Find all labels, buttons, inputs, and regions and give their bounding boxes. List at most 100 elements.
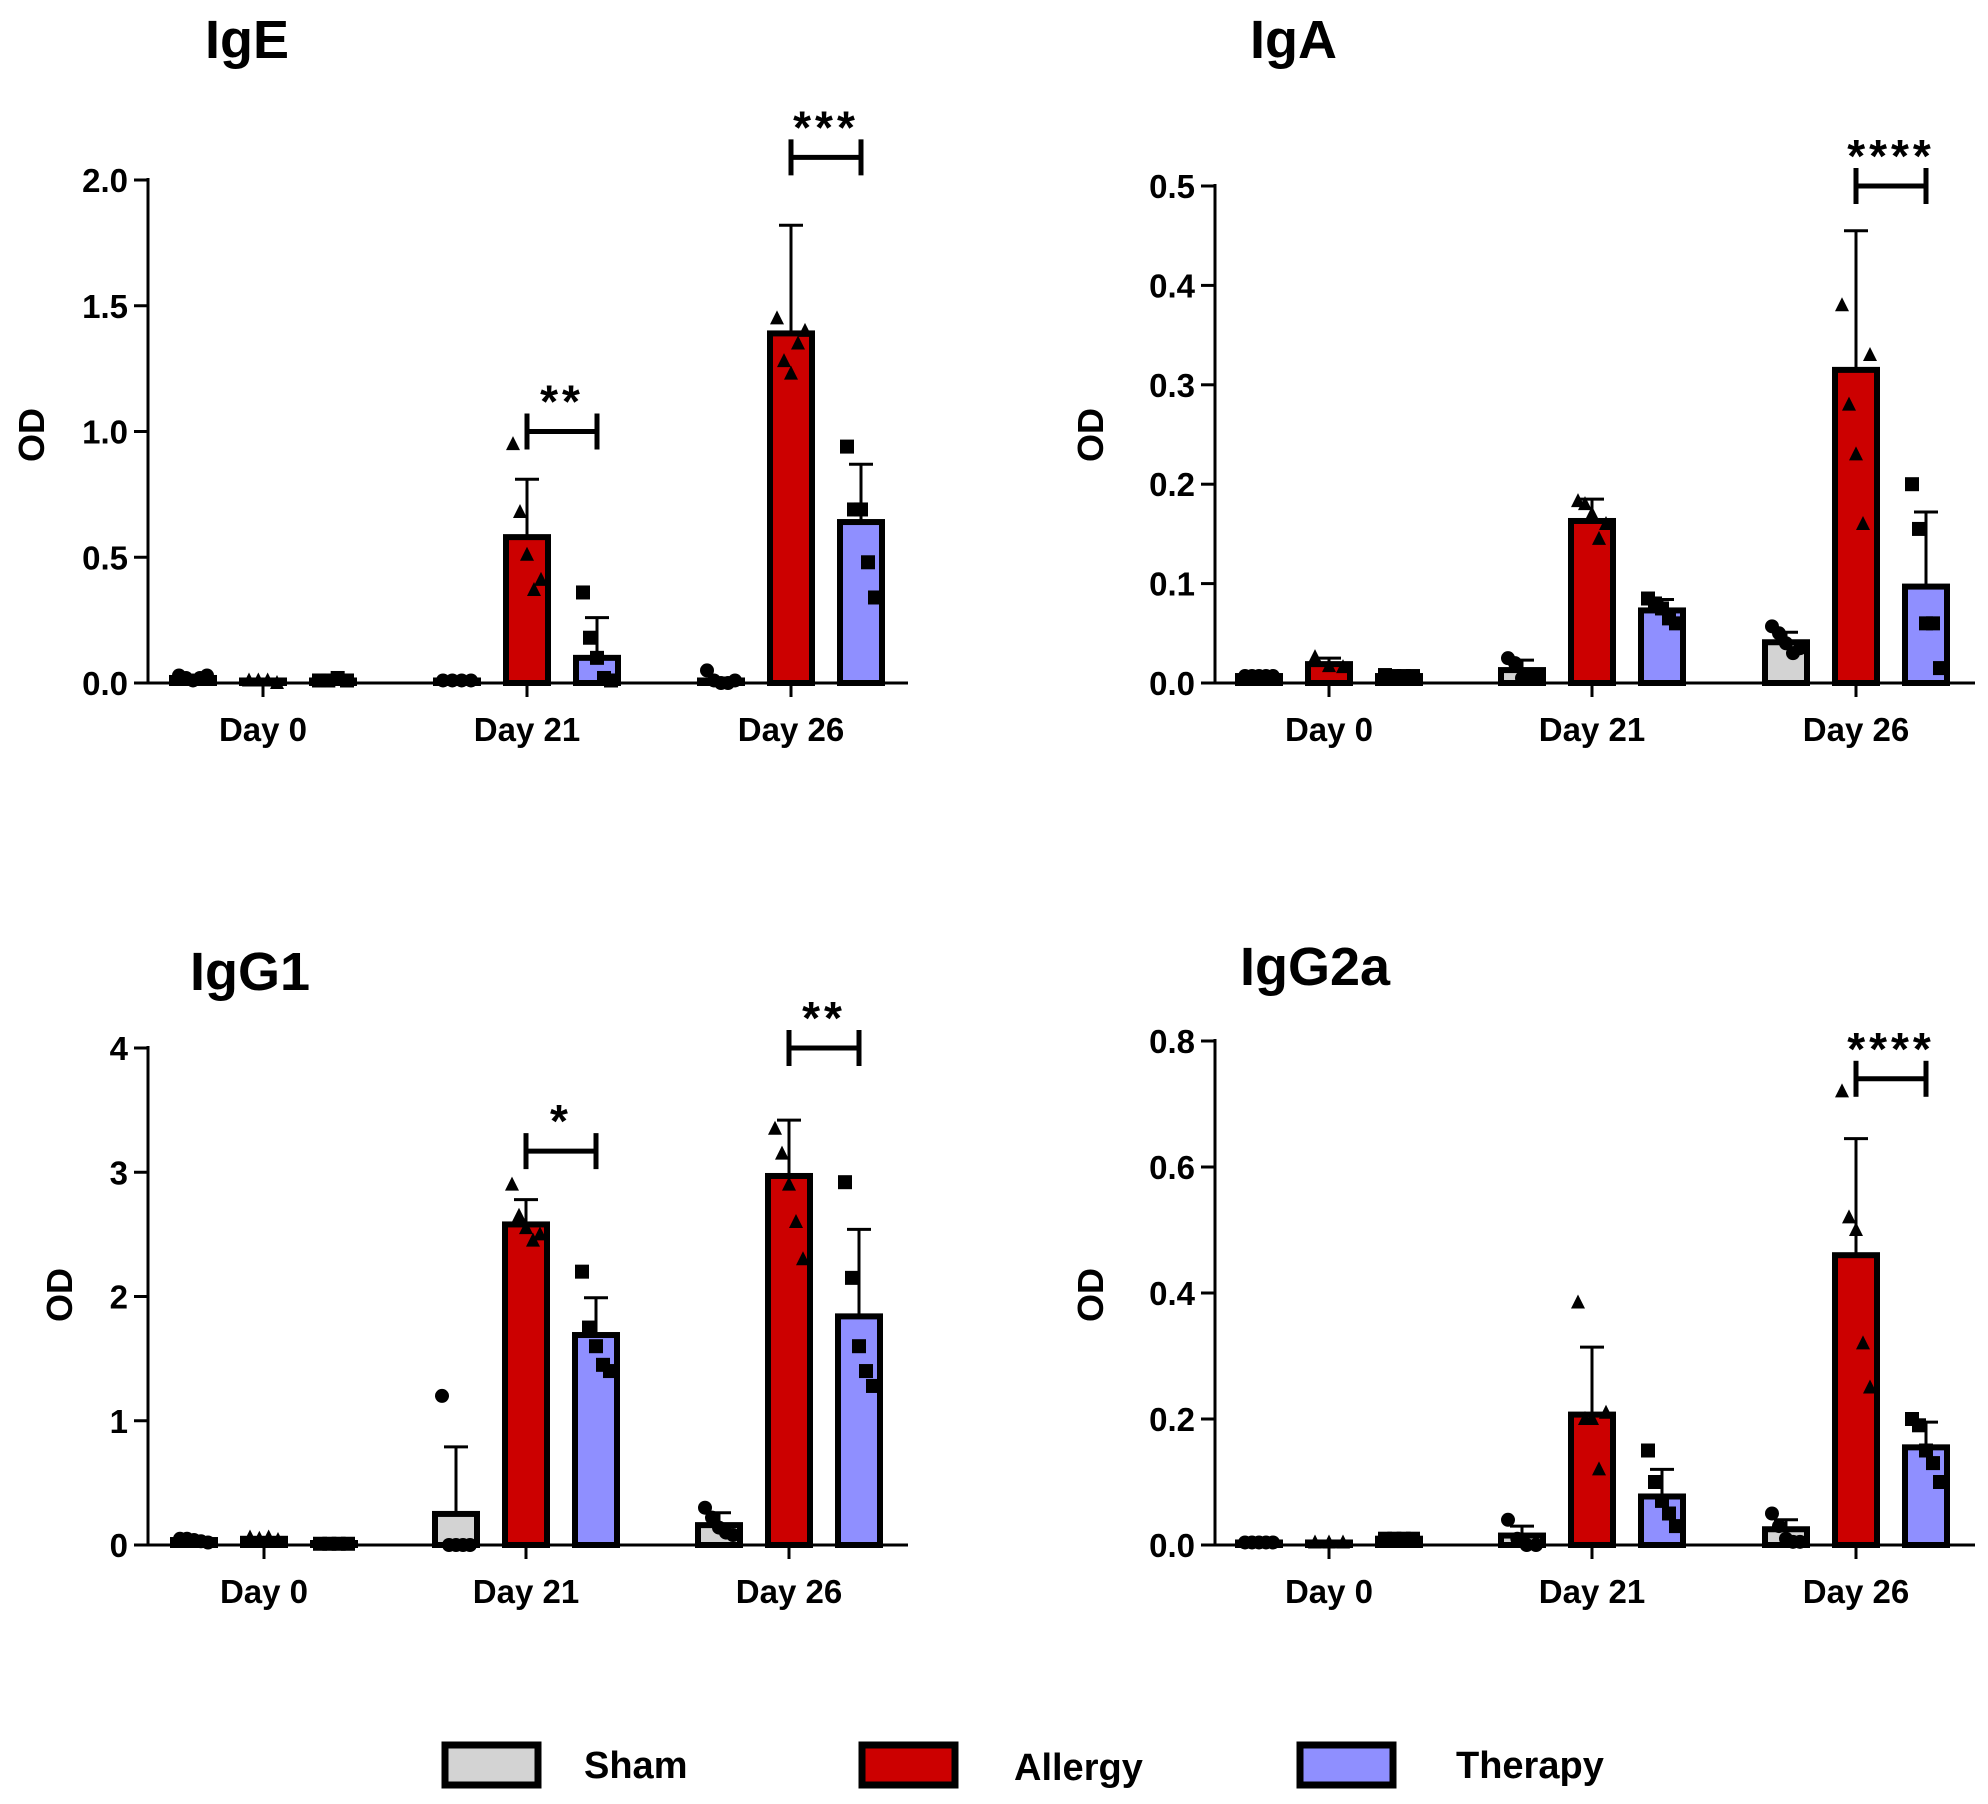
data-point-therapy [1919,1443,1933,1458]
y-tick-label: 0.3 [1149,367,1195,404]
data-point-allergy [513,503,527,518]
data-point-allergy [1308,1534,1322,1549]
data-point-therapy [1933,1475,1947,1489]
data-point-therapy [1905,477,1919,492]
data-point-allergy [520,546,534,561]
y-axis-label: OD [1070,1268,1111,1322]
x-tick-label: Day 21 [1539,711,1645,748]
legend-item-allergy: Allergy [858,1741,1143,1789]
data-point-allergy [1592,1461,1606,1476]
data-point-therapy [1912,521,1926,536]
data-point-allergy [260,672,275,687]
data-point-sham [1266,669,1280,684]
bar-allergy [1832,366,1880,686]
plot-area: 0.0 0.2 0.4 0.6 0.8 Day 0 Day 21 Day 26 **** [1149,1023,1975,1610]
y-tick-label: 0.0 [82,665,128,702]
data-point-sham [726,1528,740,1543]
data-point-therapy [1648,1475,1662,1489]
data-point-sham [705,1510,719,1525]
data-point-sham [1266,1535,1280,1550]
y-tick-label: 0.6 [1149,1149,1195,1186]
significance-label: *** [793,101,859,153]
data-point-allergy [1856,1335,1870,1350]
legend-item-sham: Sham [441,1741,687,1789]
bar-allergy [767,330,815,686]
x-tick-label: Day 26 [1803,711,1909,748]
chart-igg2a: IgG2a OD 0.0 0.2 0.4 0.6 0.8 Day 0 Day 21 Day 2… [1070,937,1975,1610]
data-point-allergy [512,1207,526,1222]
data-point-sham [700,663,714,678]
y-axis-label: OD [1070,408,1111,462]
legend-label-sham: Sham [584,1745,687,1787]
data-point-allergy [1592,530,1606,545]
data-point-sham [1508,656,1522,671]
data-point-sham [728,673,742,688]
data-point-sham [435,1388,449,1403]
data-point-sham [1779,636,1793,651]
legend-label-allergy: Allergy [1014,1747,1143,1789]
data-point-allergy [1856,515,1870,530]
legend-swatch-allergy [858,1741,959,1789]
chart-title: IgG2a [1240,937,1391,997]
data-point-allergy [1842,396,1856,411]
chart-title: IgG1 [190,942,310,1002]
data-point-therapy [854,502,868,517]
y-tick-label: 0.2 [1149,1401,1195,1438]
y-tick-label: 0.0 [1149,665,1195,702]
data-point-allergy [519,1220,533,1235]
data-point-allergy [1322,658,1336,673]
data-point-therapy [861,555,875,570]
data-point-sham [1772,626,1786,641]
data-point-allergy [768,1120,782,1135]
data-point-allergy [1585,506,1599,521]
data-point-allergy [526,1232,540,1247]
significance-label: * [550,1095,572,1147]
data-point-therapy [1926,616,1940,631]
significance-label: **** [1847,130,1935,182]
y-axis-label: OD [11,408,52,462]
y-tick-label: 0 [110,1527,128,1564]
y-tick-label: 0.5 [1149,168,1195,205]
data-point-sham [1772,1519,1786,1534]
chart-title: IgA [1250,10,1337,70]
data-point-therapy [866,1378,880,1393]
y-tick-label: 3 [110,1154,128,1191]
data-point-therapy [1406,1531,1420,1546]
data-point-allergy [784,365,798,380]
data-point-sham [1529,1538,1543,1552]
legend: Sham Allergy Therapy [441,1741,1604,1789]
data-point-therapy [852,1339,866,1354]
y-tick-label: 0.1 [1149,566,1195,603]
data-point-sham [1765,1506,1779,1521]
data-point-sham [1793,1534,1807,1549]
data-point-allergy [506,436,520,451]
bar-allergy [765,1172,813,1549]
data-point-allergy [1571,1294,1585,1309]
x-tick-label: Day 0 [220,1573,308,1610]
data-point-allergy [1322,1534,1336,1549]
data-point-therapy [1641,1443,1655,1458]
data-point-allergy [270,675,284,689]
data-point-allergy [770,310,784,325]
data-point-allergy [505,1176,519,1191]
data-point-sham [1501,1512,1515,1527]
data-point-allergy [1849,1222,1863,1236]
data-point-therapy [604,673,618,688]
bar-allergy [502,1221,550,1549]
data-point-allergy [251,672,266,687]
data-point-allergy [775,1145,789,1160]
data-point-allergy [1336,659,1350,674]
x-tick-label: Day 26 [738,711,844,748]
chart-ige: IgE OD 0.0 0.5 1.0 1.5 2.0 Day 0 Day 21 Day 26 *… [11,10,908,748]
y-tick-label: 4 [110,1030,129,1067]
y-tick-label: 0.2 [1149,466,1195,503]
data-point-therapy [341,1536,355,1551]
y-tick-label: 1.0 [82,414,128,451]
y-tick-label: 0.8 [1149,1023,1195,1060]
data-point-sham [200,668,214,683]
significance-label: **** [1847,1023,1935,1075]
data-point-therapy [868,590,882,605]
data-point-allergy [1585,1411,1599,1425]
